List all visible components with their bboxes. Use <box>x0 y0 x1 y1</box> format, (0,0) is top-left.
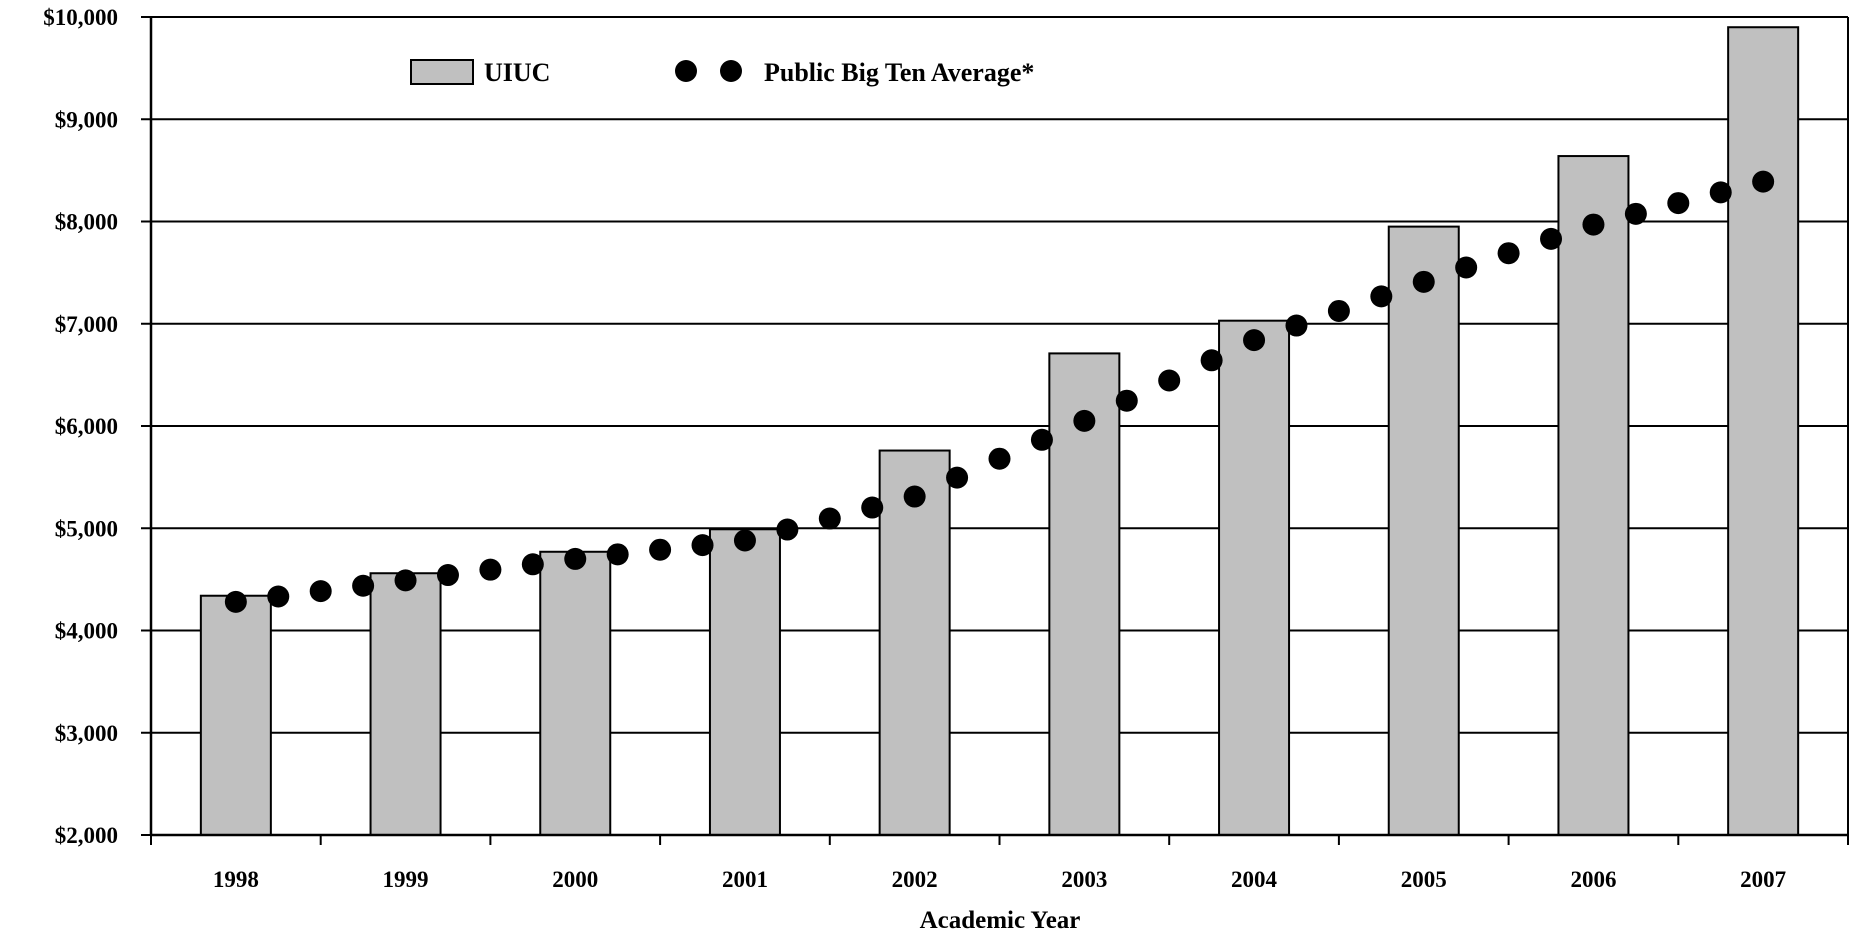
average-line-dot <box>1709 181 1732 204</box>
average-line-dot <box>479 558 502 581</box>
y-tick-label: $8,000 <box>55 210 118 235</box>
x-axis-title: Academic Year <box>920 907 1081 934</box>
x-tick-label: 2000 <box>552 867 598 892</box>
x-tick-label: 1999 <box>383 867 429 892</box>
y-tick-label: $7,000 <box>55 312 118 337</box>
average-line-dot <box>988 447 1011 470</box>
x-tick-label: 2005 <box>1401 867 1447 892</box>
average-line-dot <box>1285 314 1308 337</box>
x-tick-label: 2006 <box>1570 867 1616 892</box>
average-point-2007 <box>1752 170 1775 193</box>
legend-bar-swatch <box>410 59 474 85</box>
average-point-1998 <box>224 590 247 613</box>
legend: UIUC Public Big Ten Average* <box>410 58 1034 87</box>
average-line-dot <box>1200 349 1223 372</box>
bar-uiuc-2001 <box>708 528 781 837</box>
average-line-dot <box>1370 285 1393 308</box>
average-line-dot <box>1540 227 1563 250</box>
average-line-dot <box>1455 256 1478 279</box>
bar-uiuc-2000 <box>539 550 612 837</box>
bar-uiuc-2004 <box>1218 319 1291 836</box>
average-line-dot <box>1115 389 1138 412</box>
average-line-dot <box>691 534 714 557</box>
bars <box>199 26 1800 837</box>
bar-uiuc-1999 <box>369 572 442 836</box>
average-line-dot <box>861 496 884 519</box>
x-tick-label: 2004 <box>1231 867 1278 892</box>
y-tick-label: $3,000 <box>55 721 118 746</box>
average-line-dot <box>352 574 375 597</box>
bar-uiuc-2007 <box>1727 26 1800 837</box>
y-tick-label: $9,000 <box>55 107 118 132</box>
x-tick-labels: 1998 1999 2000 2001 2002 2003 2004 2005 2006 2007 <box>213 867 1786 892</box>
x-tick-label: 2002 <box>892 867 938 892</box>
bar-uiuc-2002 <box>878 449 951 836</box>
average-line-dot <box>649 538 672 561</box>
bar-uiuc-2005 <box>1387 225 1460 837</box>
legend-dot-icon <box>720 60 742 82</box>
legend-dot-icon <box>675 60 697 82</box>
average-line-dot <box>776 518 799 541</box>
average-point-1999 <box>394 569 417 592</box>
average-line-dot <box>1030 428 1053 451</box>
average-line-dot <box>309 580 332 603</box>
x-tick-label: 2007 <box>1740 867 1786 892</box>
y-tick-label: $10,000 <box>43 5 118 30</box>
y-tick-labels: $2,000 $3,000 $4,000 $5,000 $6,000 $7,000 $8,0… <box>43 5 118 848</box>
average-line-dot <box>946 466 969 489</box>
y-tick-label: $4,000 <box>55 619 118 644</box>
average-line-dot <box>521 553 544 576</box>
average-point-2000 <box>564 547 587 570</box>
average-point-2004 <box>1243 329 1266 352</box>
y-tick-label: $5,000 <box>55 516 118 541</box>
x-tick-label: 2003 <box>1061 867 1107 892</box>
average-line-dot <box>267 585 290 608</box>
bar-uiuc-2006 <box>1557 155 1630 836</box>
average-line-dot <box>1624 202 1647 225</box>
bar-uiuc-2003 <box>1048 352 1121 836</box>
x-tick-label: 2001 <box>722 867 768 892</box>
average-line-dot <box>818 507 841 530</box>
average-line-dot <box>1327 299 1350 322</box>
average-dots <box>224 170 1775 613</box>
average-point-2003 <box>1073 409 1096 432</box>
y-tick-label: $6,000 <box>55 414 118 439</box>
x-tick-label: 1998 <box>213 867 259 892</box>
average-line-dot <box>1667 192 1690 215</box>
average-point-2005 <box>1412 270 1435 293</box>
average-line-dot <box>1158 369 1181 392</box>
average-line-dot <box>1497 242 1520 265</box>
average-point-2001 <box>733 529 756 552</box>
average-point-2002 <box>903 485 926 508</box>
average-line-dot <box>606 543 629 566</box>
legend-label-average: Public Big Ten Average* <box>764 58 1034 87</box>
y-tick-label: $2,000 <box>55 823 118 848</box>
average-point-2006 <box>1582 213 1605 236</box>
legend-label-uiuc: UIUC <box>484 58 550 87</box>
bar-uiuc-1998 <box>199 594 272 836</box>
axes <box>141 16 1849 845</box>
average-line-dot <box>436 564 459 587</box>
